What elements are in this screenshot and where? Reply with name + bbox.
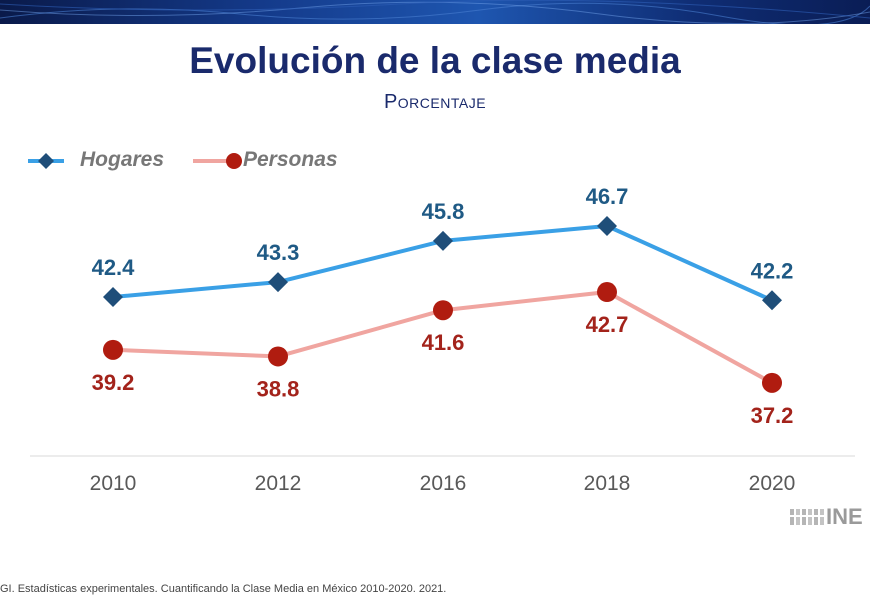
legend-marker-hogares (38, 153, 54, 169)
legend-marker-personas (226, 153, 242, 169)
data-point-hogares (433, 230, 453, 251)
data-point-hogares (762, 290, 782, 311)
data-label-personas: 39.2 (92, 370, 135, 395)
x-tick-label: 2012 (255, 472, 302, 495)
x-tick-label: 2020 (749, 472, 796, 495)
data-label-hogares: 45.8 (422, 199, 465, 224)
slide-subtitle: Porcentaje (383, 91, 487, 113)
banner-decoration (0, 0, 870, 24)
data-point-personas (103, 339, 123, 360)
data-label-personas: 41.6 (422, 330, 465, 355)
data-point-personas (597, 282, 617, 303)
header-banner (0, 0, 870, 24)
data-label-hogares: 43.3 (257, 240, 300, 265)
logo-text: INE (826, 504, 863, 529)
data-label-hogares: 42.2 (751, 258, 794, 283)
data-point-hogares (268, 272, 288, 293)
data-point-hogares (597, 216, 617, 236)
ine-logo: INE (790, 504, 863, 529)
x-tick-label: 2016 (420, 472, 467, 495)
source-note: GI. Estadísticas experimentales. Cuantif… (0, 583, 447, 595)
data-point-personas (433, 300, 453, 321)
data-point-personas (268, 346, 288, 367)
legend-label-personas: Personas (243, 148, 338, 171)
data-label-personas: 42.7 (586, 312, 629, 337)
slide-title: Evolución de la clase media (189, 40, 681, 81)
logo-grid-icon (790, 509, 824, 525)
data-label-hogares: 46.7 (586, 184, 629, 209)
legend (28, 153, 242, 169)
data-label-personas: 38.8 (257, 376, 300, 401)
data-label-personas: 37.2 (751, 403, 794, 428)
data-point-hogares (103, 287, 123, 307)
legend-label-hogares: Hogares (80, 148, 165, 171)
x-tick-label: 2010 (90, 472, 137, 495)
x-tick-label: 2018 (584, 472, 631, 495)
data-point-personas (762, 372, 782, 393)
data-label-hogares: 42.4 (92, 255, 136, 280)
